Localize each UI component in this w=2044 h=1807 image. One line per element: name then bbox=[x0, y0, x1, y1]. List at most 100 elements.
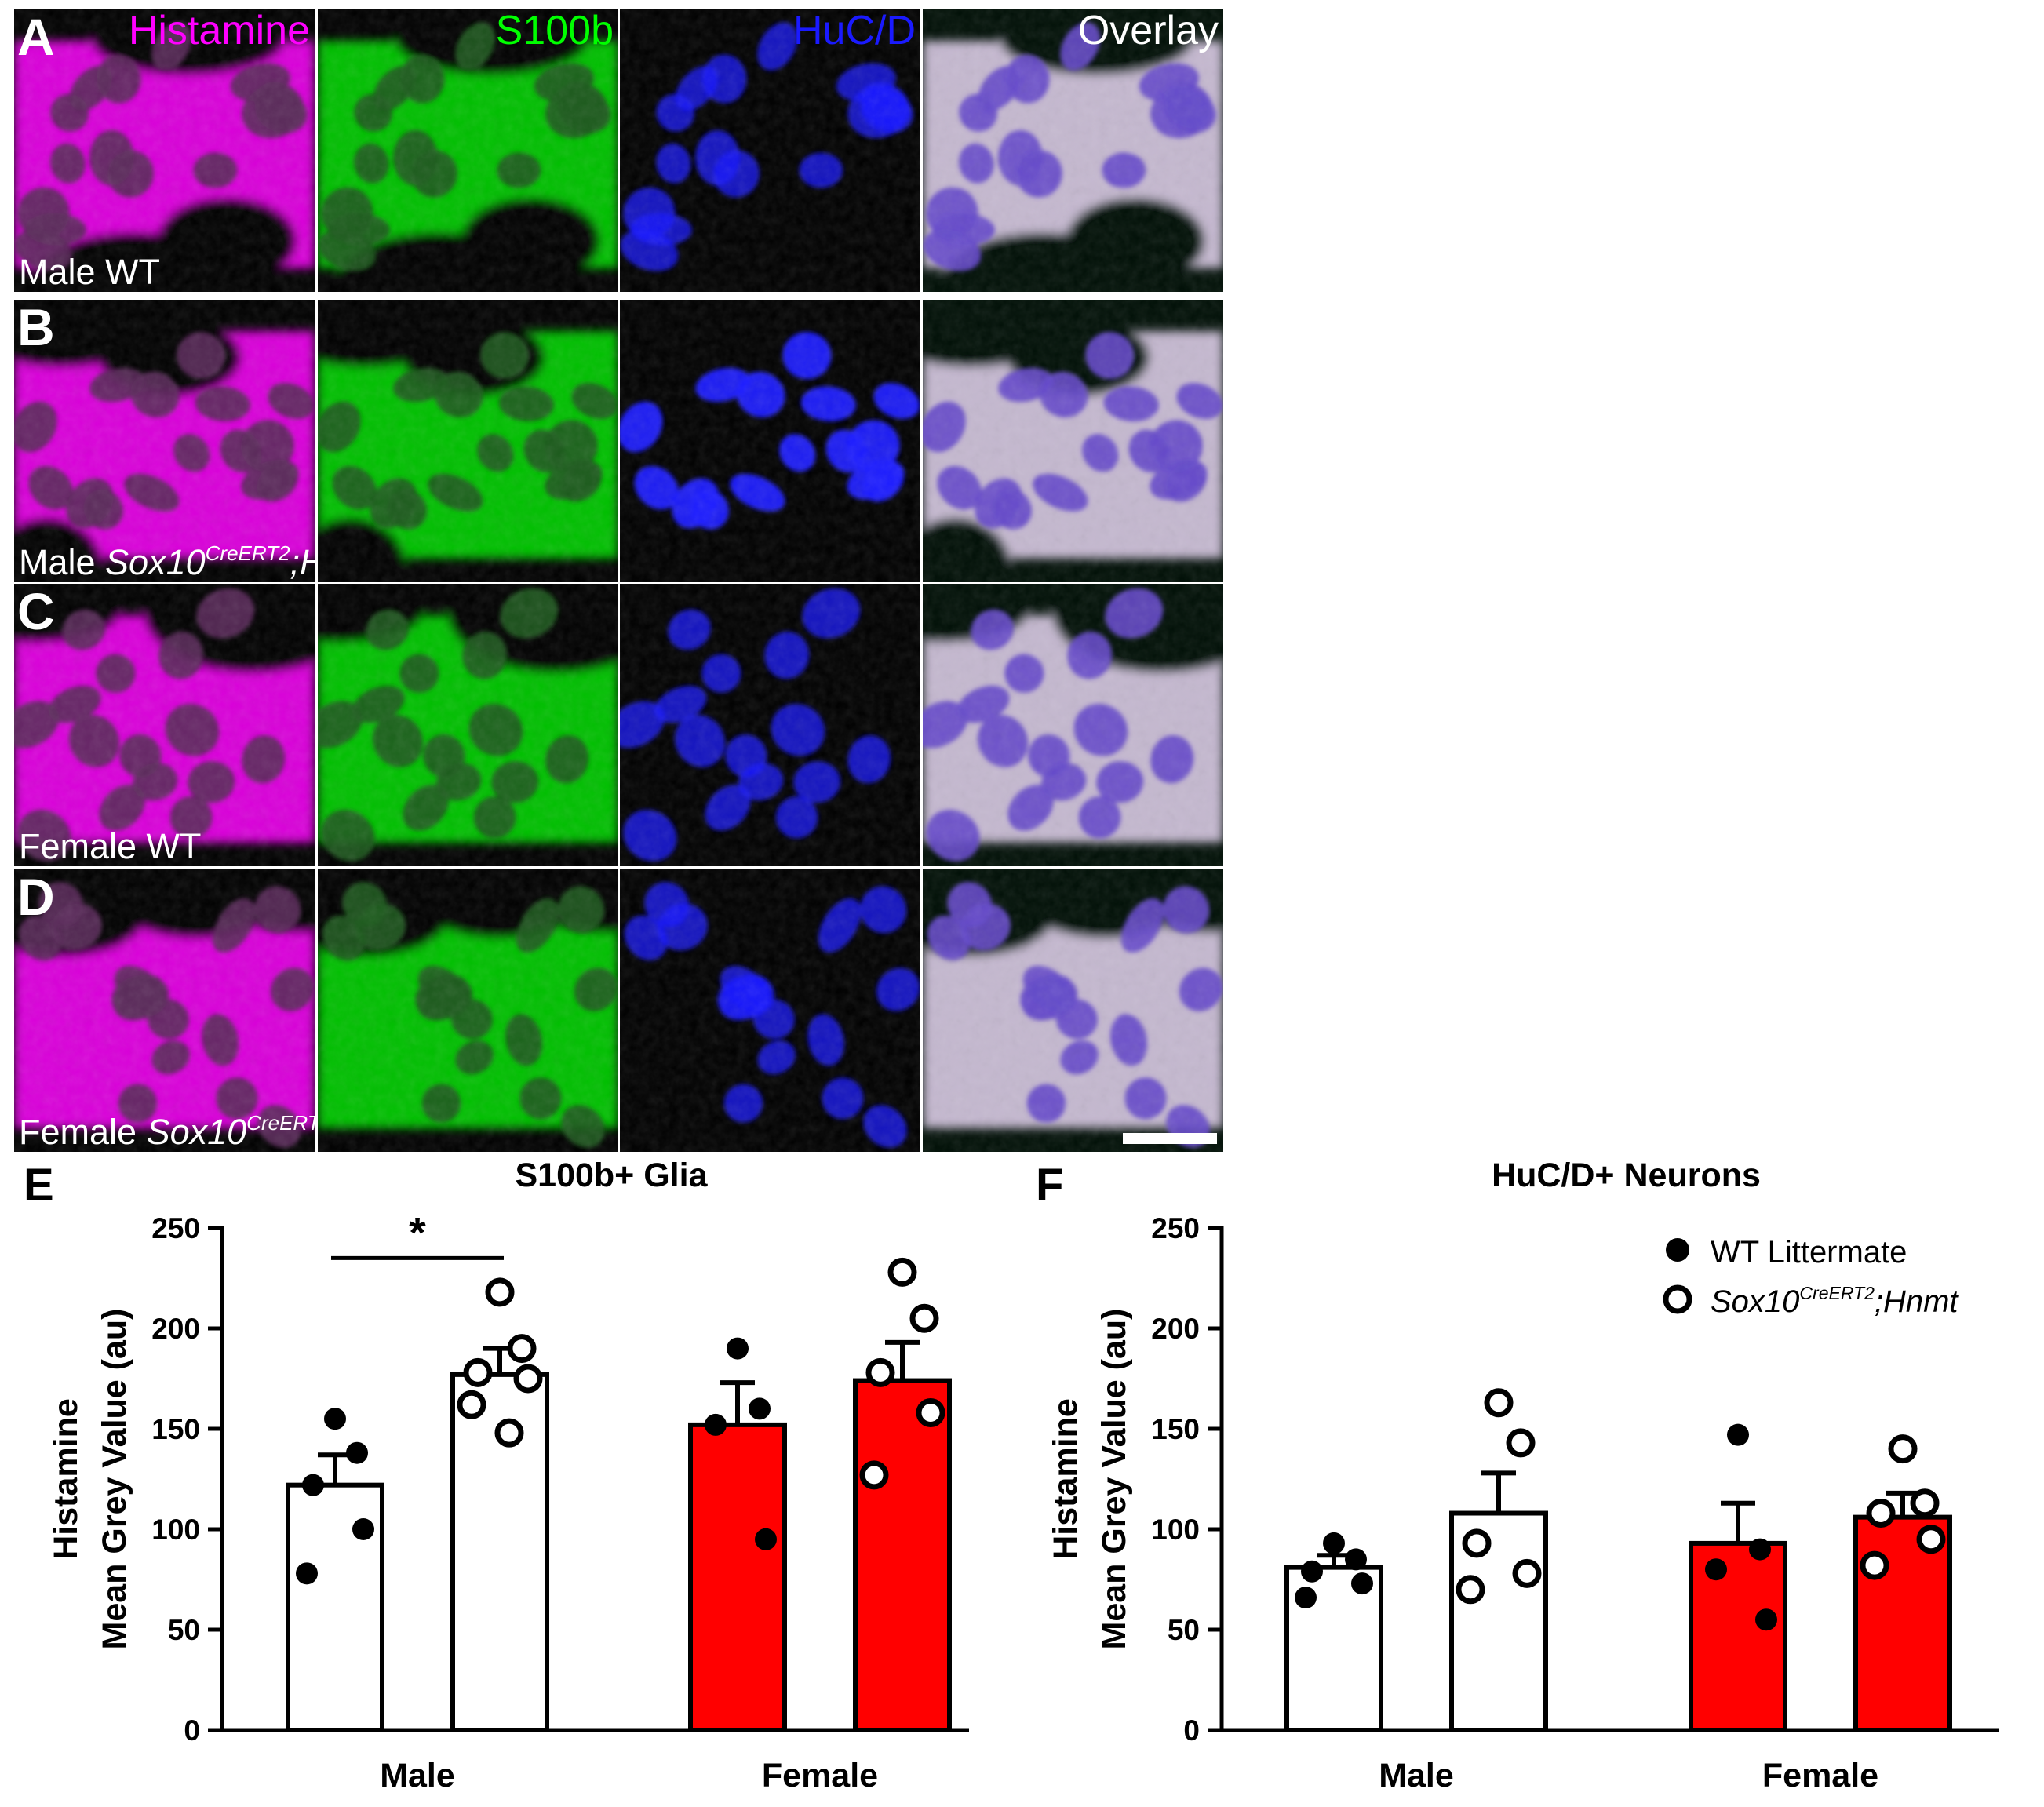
data-point-sox10-hnmt bbox=[494, 1418, 524, 1448]
data-point-wt bbox=[302, 1474, 324, 1496]
image-grain bbox=[923, 300, 1223, 582]
condition-label-a: Male WT bbox=[19, 252, 160, 292]
condition-prefix: Male bbox=[19, 542, 105, 582]
x-category-label-female: Female bbox=[1762, 1757, 1878, 1794]
image-grain bbox=[620, 9, 920, 292]
micrograph-c-2 bbox=[318, 584, 618, 866]
y-tick-label: 50 bbox=[168, 1614, 200, 1646]
y-tick-label: 250 bbox=[1151, 1212, 1200, 1244]
channel-label-4: Overlay bbox=[1078, 8, 1219, 53]
panel-letter-a: A bbox=[17, 8, 55, 66]
legend-marker-open bbox=[1663, 1284, 1692, 1314]
image-grain bbox=[620, 300, 920, 582]
data-point-sox10-hnmt bbox=[1866, 1499, 1896, 1528]
data-point-sox10-hnmt bbox=[1860, 1550, 1889, 1580]
image-grain bbox=[14, 584, 315, 866]
image-grain bbox=[318, 584, 618, 866]
micrograph-c-1: C Female WT bbox=[14, 582, 315, 866]
data-point-sox10-hnmt bbox=[1916, 1525, 1946, 1554]
y-label-line-1: Histamine bbox=[47, 1398, 85, 1560]
channel-label-2: S100b bbox=[496, 8, 614, 53]
panel-letter-f: F bbox=[1036, 1160, 1063, 1211]
data-point-wt bbox=[1749, 1538, 1771, 1561]
image-grain bbox=[923, 869, 1223, 1152]
data-point-sox10-hnmt bbox=[457, 1390, 486, 1419]
y-tick-label: 150 bbox=[1151, 1413, 1200, 1445]
micrograph-grid: Histamine A Male WT S100b HuC/D Overlay B Male … bbox=[14, 8, 1223, 1152]
image-grain bbox=[620, 869, 920, 1152]
y-tick-label: 0 bbox=[1183, 1714, 1200, 1747]
chart-title: HuC/D+ Neurons bbox=[1492, 1157, 1761, 1194]
panel-letter-b: B bbox=[17, 298, 55, 356]
gene-name: Sox10 bbox=[105, 542, 206, 582]
legend-label-wt: WT Littermate bbox=[1711, 1235, 1907, 1270]
micrograph-d-2 bbox=[318, 869, 618, 1152]
data-point-wt bbox=[296, 1562, 318, 1585]
x-category-label-male: Male bbox=[380, 1757, 455, 1794]
data-point-wt bbox=[755, 1528, 777, 1550]
data-point-wt bbox=[324, 1408, 346, 1430]
data-point-wt bbox=[352, 1518, 374, 1540]
panel-letter-e: E bbox=[24, 1160, 54, 1211]
data-point-sox10-hnmt bbox=[1484, 1388, 1514, 1418]
legend-marker-filled bbox=[1666, 1238, 1689, 1262]
data-point-wt bbox=[1705, 1558, 1727, 1581]
data-point-wt bbox=[1295, 1587, 1317, 1609]
image-grain bbox=[14, 300, 315, 582]
micrograph-b-3 bbox=[620, 300, 920, 582]
condition-prefix: Female bbox=[19, 1112, 147, 1152]
micrograph-d-3 bbox=[620, 869, 920, 1152]
data-point-sox10-hnmt bbox=[887, 1257, 917, 1287]
y-tick-label: 50 bbox=[1168, 1614, 1200, 1646]
micrograph-d-4 bbox=[923, 869, 1223, 1152]
legend-entry-sox10-hnmt: Sox10CreERT2;Hnmt bbox=[1663, 1283, 1959, 1319]
y-axis-label: Histamine Mean Grey Value (au) bbox=[1047, 1309, 1133, 1650]
data-point-wt bbox=[346, 1441, 368, 1464]
legend-label-sox10-hnmt: Sox10CreERT2;Hnmt bbox=[1711, 1283, 1959, 1319]
scale-bar bbox=[1123, 1133, 1217, 1144]
chart-s100b-glia: E S100b+ Glia 0 50 100 150 200 250 Histamine Mean… bbox=[24, 1157, 969, 1794]
condition-prefix: Male WT bbox=[19, 252, 160, 292]
x-category-label-female: Female bbox=[762, 1757, 878, 1794]
micrograph-a-3: HuC/D bbox=[620, 8, 920, 292]
image-grain bbox=[318, 300, 618, 582]
panel-letter-c: C bbox=[17, 582, 55, 640]
data-point-sox10-hnmt bbox=[1456, 1575, 1485, 1605]
data-point-wt bbox=[749, 1397, 771, 1420]
data-point-sox10-hnmt bbox=[513, 1364, 543, 1394]
legend-entry-wt: WT Littermate bbox=[1666, 1235, 1907, 1270]
data-point-wt bbox=[1345, 1548, 1367, 1571]
x-category-label-male: Male bbox=[1379, 1757, 1454, 1794]
data-point-sox10-hnmt bbox=[909, 1303, 939, 1333]
y-tick-label: 0 bbox=[184, 1714, 200, 1747]
image-grain bbox=[923, 584, 1223, 866]
data-point-wt bbox=[1351, 1572, 1373, 1595]
data-point-wt bbox=[1755, 1608, 1777, 1631]
y-tick-label: 250 bbox=[151, 1212, 200, 1244]
gene-name: Sox10 bbox=[147, 1112, 247, 1152]
data-point-sox10-hnmt bbox=[1462, 1528, 1492, 1558]
data-point-sox10-hnmt bbox=[507, 1334, 537, 1364]
data-point-sox10-hnmt bbox=[859, 1460, 889, 1490]
y-label-line-1: Histamine bbox=[1047, 1398, 1084, 1560]
micrograph-a-2: S100b bbox=[318, 8, 618, 292]
data-point-wt bbox=[1323, 1532, 1345, 1554]
panel-letter-d: D bbox=[17, 868, 55, 926]
condition-label-c: Female WT bbox=[19, 826, 202, 866]
chart-hucd-neurons: F HuC/D+ Neurons 0 50 100 150 200 250 Histamine M… bbox=[1036, 1157, 1999, 1794]
micrograph-b-4 bbox=[923, 300, 1223, 582]
legend-superscript: CreERT2 bbox=[1799, 1283, 1875, 1303]
y-tick-label: 100 bbox=[151, 1514, 200, 1546]
y-label-line-2: Mean Grey Value (au) bbox=[1095, 1309, 1133, 1650]
image-grain bbox=[14, 9, 315, 292]
data-point-sox10-hnmt bbox=[1512, 1558, 1542, 1588]
data-point-sox10-hnmt bbox=[1910, 1488, 1940, 1518]
data-point-wt bbox=[705, 1413, 727, 1436]
channel-label-3: HuC/D bbox=[793, 8, 916, 53]
micrograph-b-2 bbox=[318, 300, 618, 582]
y-label-line-2: Mean Grey Value (au) bbox=[96, 1309, 133, 1650]
image-grain bbox=[318, 869, 618, 1152]
condition-prefix: Female WT bbox=[19, 826, 202, 866]
